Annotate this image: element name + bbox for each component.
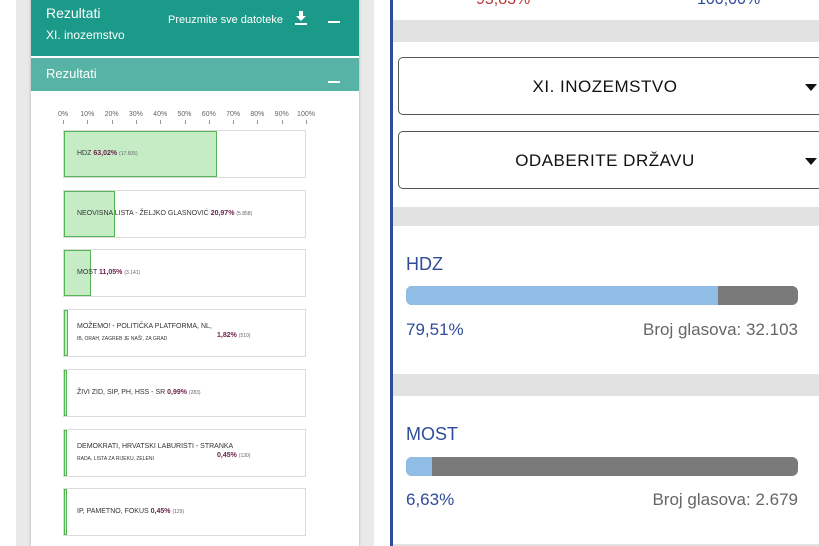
country-dropdown-label: ODABERITE DRŽAVU xyxy=(515,151,695,170)
bar-value-label: 1,82% (510) xyxy=(217,332,250,339)
bar-label: ŽIVI ZID, SIP, PH, HSS - SR 0,99% (283) xyxy=(77,389,201,396)
download-icon[interactable] xyxy=(294,10,308,26)
bar-percentage: 20,97% xyxy=(210,209,237,217)
bar-row[interactable]: ŽIVI ZID, SIP, PH, HSS - SR 0,99% (283) xyxy=(63,368,306,417)
bar xyxy=(64,310,69,357)
caret-down-icon xyxy=(805,84,817,91)
header-subtitle: XI. inozemstvo xyxy=(46,28,125,42)
bar-count: (17.605) xyxy=(119,151,138,157)
top-right-value: 100,00% xyxy=(697,0,760,9)
axis-tick-label: 40% xyxy=(153,111,168,118)
bar-label: MOŽEMO! - POLITIČKA PLATFORMA, NL, IB, OR… xyxy=(77,323,212,342)
bar-percentage: 63,02% xyxy=(93,150,120,157)
bar-value-label: 0,45% (130) xyxy=(217,452,250,459)
bar-count: (283) xyxy=(188,389,201,396)
bar-label: IP, PAMETNO, FOKUS 0,45% (129) xyxy=(77,508,184,515)
bar xyxy=(64,489,67,536)
bar-count: (130) xyxy=(238,452,251,459)
bar-label-line1: HDZ xyxy=(77,150,94,157)
axis-tick-mark xyxy=(184,120,186,124)
party-progress-bar xyxy=(406,286,798,305)
region-dropdown[interactable]: XI. INOZEMSTVO xyxy=(398,57,819,115)
axis-tick-mark xyxy=(257,120,259,124)
bar xyxy=(64,190,115,237)
axis-tick-label: 60% xyxy=(201,111,216,118)
collapse-icon[interactable] xyxy=(328,21,340,23)
axis-tick-mark xyxy=(160,120,162,124)
bar-count: (129) xyxy=(172,509,185,516)
bar-row[interactable]: IP, PAMETNO, FOKUS 0,45% (129) xyxy=(63,488,306,537)
bar-count: (3.141) xyxy=(124,270,141,277)
bar-label-line1: NEOVISNA LISTA - ŽELJKO GLASNOVIĆ xyxy=(77,209,211,217)
bar-label: MOST 11,05% (3.141) xyxy=(77,269,140,276)
party-percentage: 79,51% xyxy=(406,320,464,339)
bar xyxy=(64,131,218,177)
bar-percentage: 1,82% xyxy=(217,332,239,340)
bar-label-line1: ŽIVI ZID, SIP, PH, HSS - SR xyxy=(77,388,168,396)
bar-label: DEMOKRATI, HRVATSKI LABURISTI - STRANKA R… xyxy=(77,443,233,462)
axis-tick-mark xyxy=(63,120,64,124)
bar-row[interactable]: HDZ 63,02% (17.605) xyxy=(63,130,306,178)
bar-label-line1: IP, PAMETNO, FOKUS xyxy=(77,508,151,516)
bar-count: (5.858) xyxy=(236,210,253,217)
bar-percentage: 0,45% xyxy=(150,508,173,516)
axis-tick-mark xyxy=(87,120,89,124)
party-progress-fill xyxy=(406,286,718,305)
bar-row[interactable]: MOST 11,05% (3.141) xyxy=(63,249,306,298)
bar xyxy=(64,369,67,416)
subheader-title: Rezultati xyxy=(46,66,97,81)
axis-tick-label: 30% xyxy=(128,111,143,118)
axis-tick-mark xyxy=(135,120,137,124)
axis-tick-label: 20% xyxy=(104,111,119,118)
country-dropdown[interactable]: ODABERITE DRŽAVU xyxy=(398,131,819,189)
axis-tick-label: 50% xyxy=(177,111,192,118)
collapse-icon[interactable] xyxy=(328,81,340,83)
bar xyxy=(64,429,67,476)
axis-tick-label: 10% xyxy=(80,111,95,118)
axis-tick-mark xyxy=(281,120,283,124)
bar-count: (510) xyxy=(238,333,251,340)
axis-tick-mark xyxy=(111,120,113,124)
party-name: MOST xyxy=(406,424,458,444)
top-left-value: 95,83% xyxy=(476,0,530,9)
bar-label-line2: RADA, LISTA ZA RIJEKU, ZELENI xyxy=(77,455,154,462)
region-dropdown-label: XI. INOZEMSTVO xyxy=(532,77,678,96)
axis-tick-label: 70% xyxy=(226,111,241,118)
caret-down-icon xyxy=(805,158,817,165)
bar-label: HDZ 63,02% (17.605) xyxy=(77,150,138,157)
bar-label-line2: IB, ORAH, ZAGREB JE NAŠ!, ZA GRAD xyxy=(77,336,168,343)
bar-label: NEOVISNA LISTA - ŽELJKO GLASNOVIĆ 20,97%… xyxy=(77,210,252,217)
bar-percentage: 0,99% xyxy=(167,388,189,396)
axis-tick-label: 0% xyxy=(57,111,69,118)
party-vote-count: Broj glasova: 32.103 xyxy=(643,320,798,339)
top-summary-box: 95,83% 100,00% xyxy=(393,0,819,20)
axis-tick-mark xyxy=(208,120,210,124)
bar-row[interactable]: 0,45% (130) DEMOKRATI, HRVATSKI LABURISTI… xyxy=(63,428,306,477)
party-progress-bar xyxy=(406,457,798,476)
bar-row[interactable]: NEOVISNA LISTA - ŽELJKO GLASNOVIĆ 20,97%… xyxy=(63,189,306,238)
axis-tick-mark xyxy=(306,120,307,124)
party-progress-fill xyxy=(406,457,432,476)
results-header[interactable]: Rezultati XI. inozemstvo Preuzmite sve d… xyxy=(31,0,359,56)
bar-percentage: 0,45% xyxy=(217,451,239,459)
bar-label-line1: MOST xyxy=(77,269,100,277)
results-subheader[interactable]: Rezultati xyxy=(31,58,359,91)
bar-label-line1: DEMOKRATI, HRVATSKI LABURISTI - STRANKA xyxy=(77,442,234,450)
bar-percentage: 11,05% xyxy=(99,269,125,277)
panel-divider xyxy=(390,0,393,546)
bar xyxy=(64,250,91,297)
bar-row[interactable]: 1,82% (510) MOŽEMO! - POLITIČKA PLATFORMA… xyxy=(63,309,306,358)
party-name: HDZ xyxy=(406,254,443,274)
header-title: Rezultati xyxy=(46,5,101,21)
download-all-link[interactable]: Preuzmite sve datoteke xyxy=(168,14,283,26)
axis-tick-label: 90% xyxy=(274,111,289,118)
axis-tick-label: 80% xyxy=(250,111,265,118)
party-vote-count: Broj glasova: 2.679 xyxy=(652,490,798,509)
party-percentage: 6,63% xyxy=(406,490,455,509)
axis-tick-label: 100% xyxy=(297,111,315,118)
axis-tick-mark xyxy=(233,120,235,124)
bar-label-line1: MOŽEMO! - POLITIČKA PLATFORMA, NL, xyxy=(77,323,212,331)
